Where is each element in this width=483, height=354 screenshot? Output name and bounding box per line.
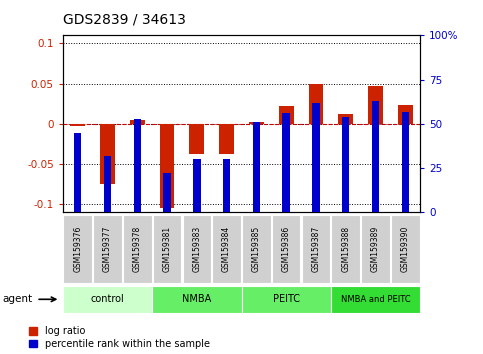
Bar [133,119,141,212]
FancyBboxPatch shape [183,215,211,282]
FancyBboxPatch shape [153,215,181,282]
Bar [163,173,171,212]
Text: GSM159378: GSM159378 [133,225,142,272]
FancyBboxPatch shape [302,215,330,282]
FancyBboxPatch shape [331,286,420,313]
Bar [342,117,350,212]
Text: GSM159385: GSM159385 [252,225,261,272]
Text: control: control [91,294,124,304]
Bar [368,86,383,124]
Bar [401,112,409,212]
Bar [219,124,234,154]
Text: GDS2839 / 34613: GDS2839 / 34613 [63,12,185,26]
Bar [249,122,264,124]
Bar [223,159,230,212]
FancyBboxPatch shape [391,215,420,282]
Text: GSM159377: GSM159377 [103,225,112,272]
Bar [104,156,111,212]
Text: NMBA and PEITC: NMBA and PEITC [341,295,411,304]
Bar [312,103,320,212]
Text: GSM159376: GSM159376 [73,225,82,272]
Legend: log ratio, percentile rank within the sample: log ratio, percentile rank within the sa… [29,326,210,349]
FancyBboxPatch shape [242,286,331,313]
FancyBboxPatch shape [152,286,242,313]
Text: GSM159386: GSM159386 [282,225,291,272]
Bar [338,114,353,124]
FancyBboxPatch shape [213,215,241,282]
Text: GSM159387: GSM159387 [312,225,320,272]
FancyBboxPatch shape [63,286,152,313]
Text: GSM159390: GSM159390 [401,225,410,272]
Bar [74,133,82,212]
Text: GSM159381: GSM159381 [163,225,171,272]
Bar [398,104,413,124]
FancyBboxPatch shape [331,215,360,282]
FancyBboxPatch shape [361,215,390,282]
FancyBboxPatch shape [242,215,270,282]
Text: GSM159389: GSM159389 [371,225,380,272]
FancyBboxPatch shape [123,215,152,282]
Text: agent: agent [2,294,32,304]
Bar [253,122,260,212]
FancyBboxPatch shape [93,215,122,282]
Text: GSM159388: GSM159388 [341,225,350,272]
Text: NMBA: NMBA [182,294,212,304]
Text: GSM159383: GSM159383 [192,225,201,272]
Bar [130,120,145,124]
Text: GSM159384: GSM159384 [222,225,231,272]
Bar [279,106,294,124]
FancyBboxPatch shape [63,215,92,282]
Text: PEITC: PEITC [273,294,299,304]
Bar [193,159,200,212]
Bar [283,113,290,212]
FancyBboxPatch shape [272,215,300,282]
Bar [100,124,115,184]
Bar [309,84,324,124]
Bar [189,124,204,154]
Bar [159,124,174,209]
Bar [70,124,85,126]
Bar [372,101,379,212]
